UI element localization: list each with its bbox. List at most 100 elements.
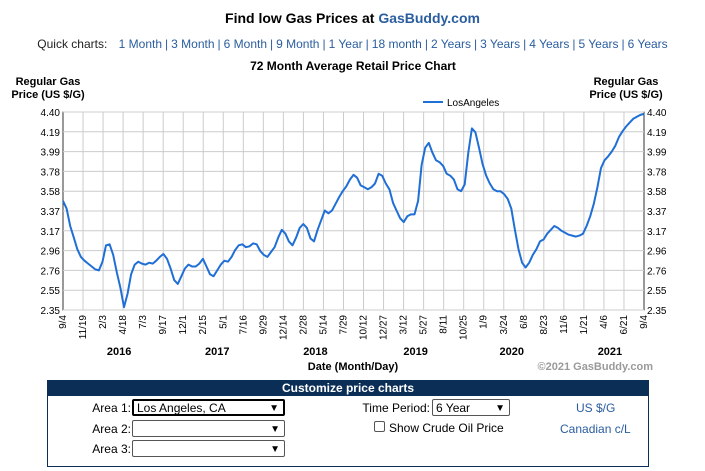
crude-oil-label: Show Crude Oil Price [389,421,504,435]
quick-charts-links: 1 Month | 3 Month | 6 Month | 9 Month | 1 Year | 1… [119,37,668,51]
y-tick-label-left: 3.58 [41,187,61,198]
x-tick-label: 7/16 [238,315,249,335]
legend-label: LosAngeles [447,98,499,109]
quick-chart-link[interactable]: 4 Years [529,37,570,51]
quick-charts-label: Quick charts: [37,37,108,51]
quick-chart-link[interactable]: 18 month [371,37,422,51]
quick-chart-link[interactable]: 6 Month [223,37,267,51]
quick-chart-link[interactable]: 1 Month [118,37,163,51]
x-tick-label: 9/29 [258,315,269,335]
price-chart: 4.40 4.19 3.99 3.78 3.58 3.37 3.17 2.96 2.76 2.55… [11,59,667,373]
page-title: Find low Gas Prices at GasBuddy.com [0,10,705,26]
quick-chart-separator: | [621,37,625,51]
legend: LosAngeles [423,98,499,109]
time-period-label: Time Period: [362,401,430,415]
chevron-down-icon: ▼ [495,403,505,414]
y-tick-label-right: 4.19 [647,128,667,139]
quick-chart-separator: | [474,37,478,51]
series-line-losangeles [62,112,645,309]
y-axis-label-right-line1: Regular Gas [594,76,659,88]
quick-chart-link[interactable]: 3 Month [171,37,215,51]
x-tick-label: 8/11 [439,315,450,334]
x-tick-label: 2/15 [198,315,209,335]
gridlines [63,111,644,311]
year-label: 2021 [598,346,622,358]
chevron-down-icon: ▼ [269,403,279,414]
x-tick-label: 4/18 [118,315,129,335]
y-tick-label-right: 3.78 [647,167,667,178]
x-tick-label: 9/17 [158,315,169,335]
area3-select[interactable]: ▼ [132,440,285,457]
x-tick-label: 2/3 [98,315,109,329]
quick-chart-separator: | [270,37,274,51]
chevron-down-icon: ▼ [270,444,280,455]
customize-panel: Customize price charts Area 1: Los Angel… [47,380,649,467]
quick-chart-separator: | [165,37,169,51]
y-tick-label-left: 3.99 [41,148,61,159]
area1-label: Area 1: [92,401,131,415]
x-tick-label: 12/14 [278,315,289,340]
chart-title: 72 Month Average Retail Price Chart [250,59,456,73]
year-label: 2016 [107,346,131,358]
quick-chart-link[interactable]: 9 Month [276,37,320,51]
y-tick-label-right: 3.37 [647,207,667,218]
quick-charts-bar: Quick charts: 1 Month | 3 Month | 6 Month | 9 … [0,37,705,51]
x-tick-label: 1/21 [579,315,590,335]
y-tick-label-left: 4.19 [41,128,61,139]
y-tick-label-left: 4.40 [41,108,61,119]
quick-chart-separator: | [217,37,221,51]
y-tick-label-left: 2.76 [41,266,61,277]
y-tick-label-right: 3.17 [647,227,667,238]
quick-chart-link[interactable]: 6 Years [627,37,668,51]
x-tick-label: 5/1 [218,315,229,329]
area1-value: Los Angeles, CA [137,401,226,415]
time-period-select[interactable]: 6 Year ▼ [432,399,510,416]
y-tick-label-left: 2.96 [41,247,61,258]
customize-panel-title: Customize price charts [48,381,648,396]
x-tick-label: 8/23 [539,315,550,335]
x-tick-label: 11/6 [559,315,570,334]
quick-chart-link[interactable]: 1 Year [328,37,363,51]
year-label: 2020 [500,346,524,358]
quick-chart-link[interactable]: 2 Years [430,37,471,51]
x-tick-label: 12/27 [379,315,390,340]
x-tick-label: 10/25 [459,315,470,340]
quick-chart-link[interactable]: 3 Years [480,37,521,51]
x-tick-label: 12/1 [178,315,189,335]
x-tick-label: 11/19 [78,315,89,340]
crude-oil-checkbox[interactable] [374,421,385,432]
y-tick-label-right: 2.35 [647,306,667,317]
x-tick-label: 7/3 [138,315,149,329]
y-tick-label-left: 2.55 [41,286,61,297]
quick-chart-link[interactable]: 5 Years [578,37,619,51]
x-tick-label: 4/6 [599,315,610,329]
y-tick-label-right: 2.96 [647,247,667,258]
y-axis-label-left-line1: Regular Gas [16,76,81,88]
x-ticks: 9/4 11/19 2/3 4/18 7/3 9/17 12/1 2/15 5/1 7/16 9/2… [58,315,650,340]
x-tick-label: 5/14 [318,315,329,335]
x-tick-label: 6/21 [619,315,630,335]
quick-chart-separator: | [523,37,527,51]
chevron-down-icon: ▼ [270,424,280,435]
x-tick-label: 3/24 [499,315,510,335]
gasbuddy-link[interactable]: GasBuddy.com [378,10,480,26]
x-tick-label: 10/12 [359,315,370,340]
y-tick-label-left: 2.35 [41,306,61,317]
area2-label: Area 2: [92,422,131,436]
area3-label: Area 3: [92,442,131,456]
area1-select[interactable]: Los Angeles, CA ▼ [132,399,285,416]
year-label: 2019 [403,346,427,358]
quick-chart-separator: | [365,37,369,51]
x-tick-label: 7/29 [338,315,349,335]
currency-us-link[interactable]: US $/G [576,401,616,415]
area2-select[interactable]: ▼ [132,420,285,437]
y-tick-label-right: 4.40 [647,108,667,119]
x-tick-label: 9/4 [58,315,69,329]
y-tick-label-right: 3.99 [647,148,667,159]
currency-canadian-link[interactable]: Canadian c/L [560,422,631,436]
year-labels: 2016 2017 2018 2019 2020 2021 [107,346,622,358]
quick-chart-separator: | [322,37,326,51]
x-tick-label: 6/8 [519,315,530,329]
y-tick-label-left: 3.37 [41,207,61,218]
y-tick-label-left: 3.17 [41,227,61,238]
